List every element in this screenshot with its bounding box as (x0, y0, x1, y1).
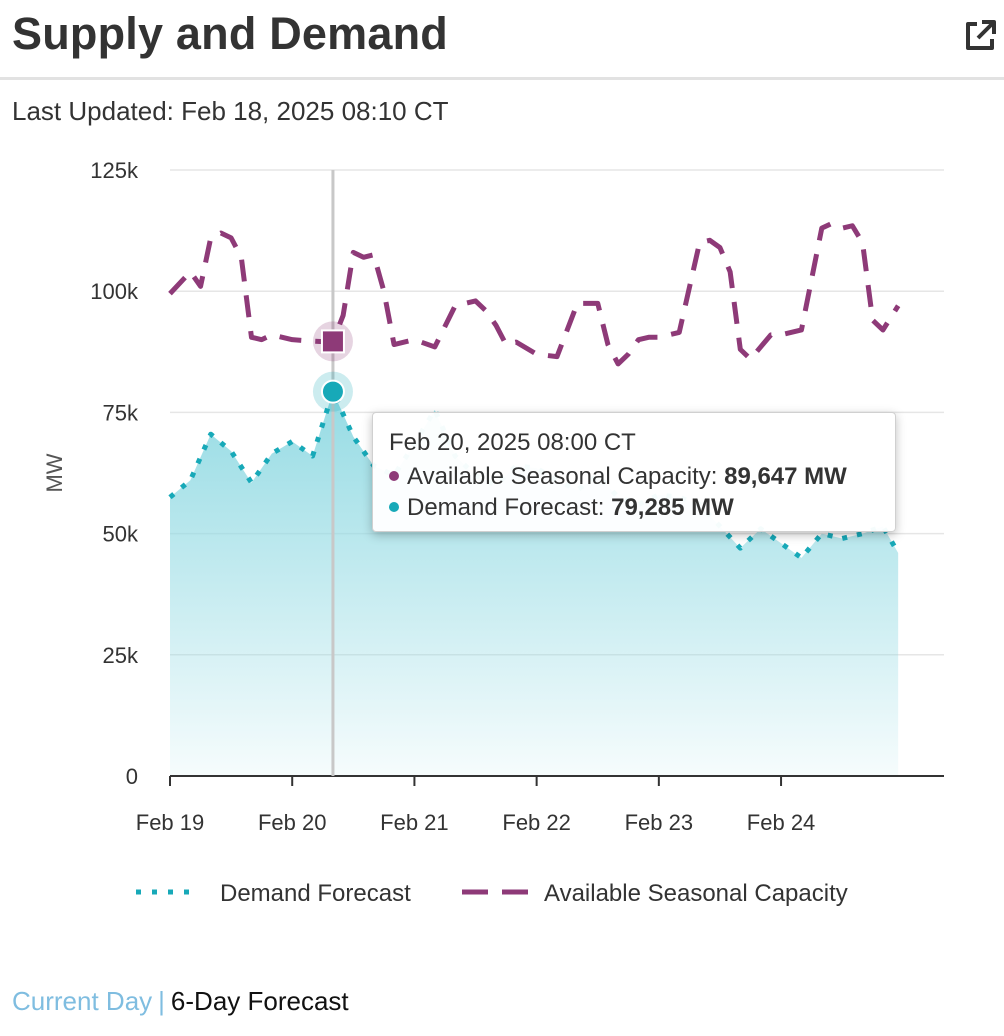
tooltip-row-capacity: Available Seasonal Capacity: 89,647 MW (389, 461, 879, 492)
tooltip-demand-label: Demand Forecast: (407, 494, 605, 521)
legend-demand-label: Demand Forecast (220, 880, 411, 907)
page-title: Supply and Demand (12, 8, 448, 59)
tooltip-capacity-value: 89,647 MW (724, 463, 847, 490)
capacity-series-line (168, 220, 901, 367)
external-link-icon[interactable] (962, 18, 998, 54)
y-tick-label: 25k (103, 643, 139, 668)
y-tick-label: 125k (90, 158, 139, 183)
legend: Demand Forecast Available Seasonal Capaci… (136, 880, 848, 907)
x-tick-label: Feb 20 (258, 810, 327, 835)
y-tick-label: 100k (90, 279, 139, 304)
demand-dot-icon (389, 501, 399, 512)
six-day-forecast-link[interactable]: 6-Day Forecast (170, 986, 349, 1016)
capacity-dot-icon (389, 470, 399, 481)
tooltip-row-demand: Demand Forecast: 79,285 MW (389, 492, 879, 523)
y-axis-title: MW (42, 453, 67, 492)
x-tick-label: Feb 22 (502, 810, 571, 835)
legend-capacity-label: Available Seasonal Capacity (544, 880, 848, 907)
axes: 0 25k 50k 75k 100k 125k MW Feb 19 Feb 20 Feb 21 Fe… (42, 158, 944, 835)
header: Supply and Demand (0, 0, 1004, 80)
y-tick-label: 50k (103, 522, 139, 547)
y-tick-label: 0 (126, 764, 138, 789)
current-day-link[interactable]: Current Day (12, 986, 153, 1016)
demand-marker (320, 379, 345, 404)
hover-markers (312, 321, 353, 412)
chart-tooltip: Feb 20, 2025 08:00 CT Available Seasonal… (372, 412, 896, 532)
footer-separator: | (158, 986, 165, 1016)
y-tick-label: 75k (103, 400, 139, 425)
tooltip-date: Feb 20, 2025 08:00 CT (389, 429, 636, 456)
x-tick-label: Feb 23 (625, 810, 694, 835)
tooltip-capacity-label: Available Seasonal Capacity: (407, 463, 718, 490)
x-tick-label: Feb 24 (747, 810, 816, 835)
last-updated-text: Last Updated: Feb 18, 2025 08:10 CT (12, 96, 449, 126)
demand-area-fill (170, 391, 899, 776)
supply-demand-chart[interactable]: 0 25k 50k 75k 100k 125k MW Feb 19 Feb 20 Feb 21 Fe… (0, 140, 1004, 940)
forecast-toggle: Current Day | 6-Day Forecast (12, 986, 349, 1017)
x-tick-label: Feb 21 (380, 810, 449, 835)
x-tick-label: Feb 19 (136, 810, 205, 835)
demand-area (170, 391, 899, 776)
tooltip-demand-value: 79,285 MW (611, 494, 734, 521)
capacity-marker (320, 329, 345, 354)
